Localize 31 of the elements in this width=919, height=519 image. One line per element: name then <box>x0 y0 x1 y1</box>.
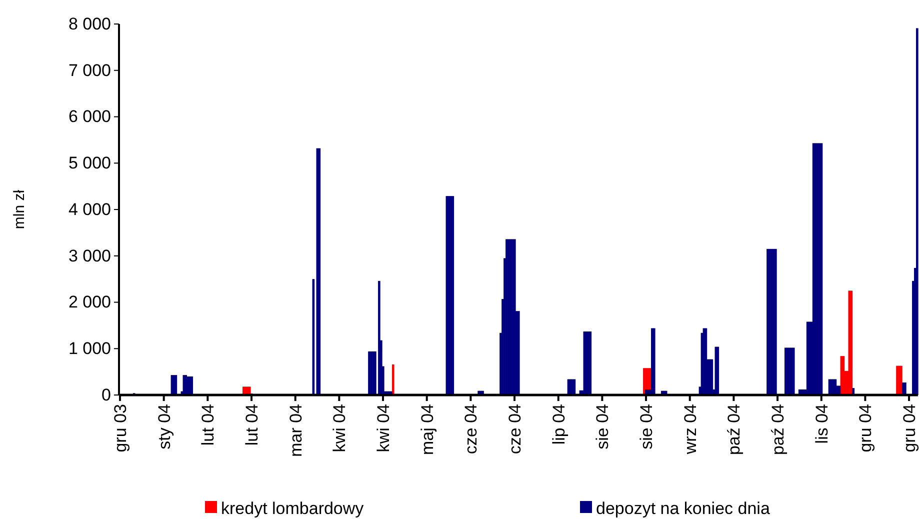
y-axis-title: mln zł <box>11 189 28 230</box>
x-tick-label: gru 04 <box>900 404 919 452</box>
x-tick-label: mar 04 <box>286 404 306 457</box>
y-tick-label: 3 000 <box>68 246 111 266</box>
x-tick-label: lis 04 <box>812 404 832 444</box>
y-tick-label: 5 000 <box>68 154 111 173</box>
x-tick-label: gru 03 <box>110 404 130 452</box>
y-tick-label: 1 000 <box>68 339 111 358</box>
x-tick-label: kwi 04 <box>374 404 393 452</box>
y-tick-label: 4 000 <box>68 200 111 219</box>
x-tick-label: wrz 04 <box>680 404 700 456</box>
x-tick-label: lut 04 <box>242 404 262 446</box>
y-tick-label: 8 000 <box>68 14 111 34</box>
x-tick-label: sty 04 <box>154 404 174 450</box>
x-tick-label: cze 04 <box>505 404 524 454</box>
x-tick-label: gru 04 <box>856 404 876 452</box>
x-tick-label: lut 04 <box>198 404 218 446</box>
x-tick-label: paź 04 <box>724 404 744 456</box>
x-tick-label: maj 04 <box>418 404 437 456</box>
y-tick-label: 6 000 <box>68 107 111 126</box>
x-tick-label: paź 04 <box>768 404 788 456</box>
x-tick-label: sie 04 <box>636 404 656 450</box>
y-tick-label: 0 <box>102 385 111 404</box>
legend-label: depozyt na koniec dnia <box>596 498 770 518</box>
legend-label: kredyt lombardowy <box>221 498 364 518</box>
y-tick-label: 2 000 <box>68 292 111 312</box>
x-tick-label: sie 04 <box>593 404 612 450</box>
x-tick-label: cze 04 <box>462 404 481 454</box>
y-tick-label: 7 000 <box>68 60 111 80</box>
x-tick-label: lip 04 <box>549 404 568 445</box>
x-tick-label: kwi 04 <box>330 404 350 452</box>
